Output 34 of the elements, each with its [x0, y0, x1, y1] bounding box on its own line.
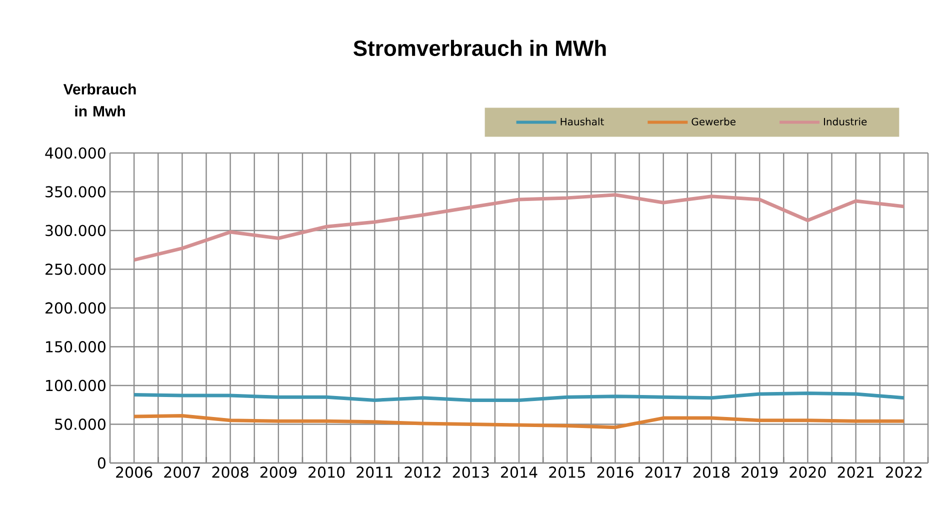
x-tick-label: 2017 [645, 466, 682, 478]
legend-label: Industrie [824, 118, 867, 126]
y-tick-label: 0 [98, 457, 106, 469]
legend-label: Haushalt [560, 118, 604, 126]
x-tick-label: 2015 [549, 466, 585, 478]
legend-label: Gewerbe [692, 118, 736, 126]
x-tick-label: 2008 [212, 466, 248, 478]
y-tick-label: 50.000 [55, 418, 106, 430]
line-series [132, 414, 906, 430]
x-tick-label: 2007 [164, 466, 200, 478]
x-tick-label: 2006 [116, 466, 152, 478]
x-tick-label: 2014 [501, 466, 538, 478]
x-tick-label: 2018 [693, 466, 730, 478]
y-tick-label: 400.000 [45, 147, 106, 159]
line-series [132, 391, 906, 402]
x-tick-label: 2010 [308, 466, 345, 478]
y-axis-title: Verbrauch in Mwh [63, 84, 136, 116]
x-tick-label: 2009 [260, 466, 296, 478]
y-tick-label: 150.000 [46, 341, 106, 352]
x-tick-label: 2019 [742, 466, 778, 478]
x-tick-label: 2016 [597, 466, 634, 478]
x-tick-label: 2021 [838, 466, 874, 478]
chart-title: Stromverbrauch in MWh [354, 40, 606, 56]
y-tick-label: 300.000 [46, 224, 106, 236]
line-series [132, 193, 906, 262]
y-tick-label: 250.000 [46, 264, 106, 275]
y-tick-label: 350.000 [46, 186, 106, 198]
x-tick-label: 2011 [356, 466, 392, 478]
x-tick-label: 2012 [404, 466, 440, 478]
x-tick-label: 2022 [886, 466, 922, 478]
y-tick-label: 200.000 [46, 302, 106, 314]
y-tick-label: 100.000 [46, 380, 106, 392]
x-tick-label: 2020 [790, 466, 826, 478]
x-tick-label: 2013 [452, 466, 489, 478]
